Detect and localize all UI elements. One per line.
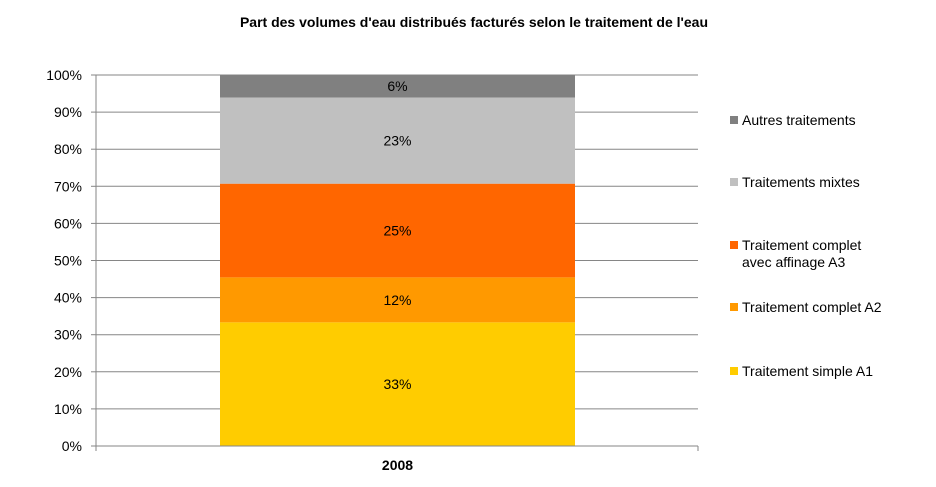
- data-labels: 33% 12% 25% 23% 6%: [383, 78, 411, 392]
- legend-swatch: [730, 303, 738, 311]
- bar-segment: [220, 97, 575, 184]
- bar-segment: [220, 277, 575, 323]
- x-category-label: 2008: [382, 457, 413, 473]
- data-label: 23%: [383, 133, 411, 149]
- axes: 0% 10% 20% 30% 40% 50% 60% 70% 80% 90% 100% 2008: [46, 67, 699, 473]
- legend-swatch: [730, 178, 738, 186]
- legend-label: Autres traitements: [742, 112, 856, 128]
- legend-label-line: Traitement simple A1: [742, 363, 873, 379]
- legend: Autres traitements Traitements mixtes Trai…: [730, 112, 882, 379]
- y-tick-label: 70%: [54, 178, 82, 194]
- y-tick-label: 20%: [54, 364, 82, 380]
- y-tick-label: 100%: [46, 67, 82, 83]
- legend-label-line: Traitement complet A2: [742, 299, 882, 315]
- bar-segment: [220, 322, 575, 446]
- legend-label-line: avec affinage A3: [742, 254, 845, 270]
- legend-label-line: Traitement complet: [742, 237, 861, 253]
- data-label: 12%: [383, 292, 411, 308]
- legend-label-line: Autres traitements: [742, 112, 856, 128]
- legend-swatch: [730, 367, 738, 375]
- data-label: 33%: [383, 376, 411, 392]
- legend-label: Traitement complet A2: [742, 299, 882, 315]
- y-tick-label: 10%: [54, 401, 82, 417]
- y-tick-label: 40%: [54, 290, 82, 306]
- data-label: 6%: [387, 78, 407, 94]
- bar-segment: [220, 183, 575, 278]
- legend-label-line: Traitements mixtes: [742, 174, 860, 190]
- y-tick-label: 60%: [54, 215, 82, 231]
- legend-swatch: [730, 241, 738, 249]
- y-tick-label: 30%: [54, 327, 82, 343]
- bar-stack: [220, 75, 575, 446]
- legend-swatch: [730, 116, 738, 124]
- legend-label: Traitements mixtes: [742, 174, 860, 190]
- y-tick-label: 50%: [54, 253, 82, 269]
- y-tick-label: 90%: [54, 104, 82, 120]
- legend-label: Traitement simple A1: [742, 363, 873, 379]
- chart-title: Part des volumes d'eau distribués factur…: [240, 14, 708, 30]
- data-label: 25%: [383, 223, 411, 239]
- bar-segment: [220, 75, 575, 98]
- legend-label: Traitement complet avec affinage A3: [742, 237, 861, 270]
- y-tick-label: 0%: [62, 438, 82, 454]
- y-tick-label: 80%: [54, 141, 82, 157]
